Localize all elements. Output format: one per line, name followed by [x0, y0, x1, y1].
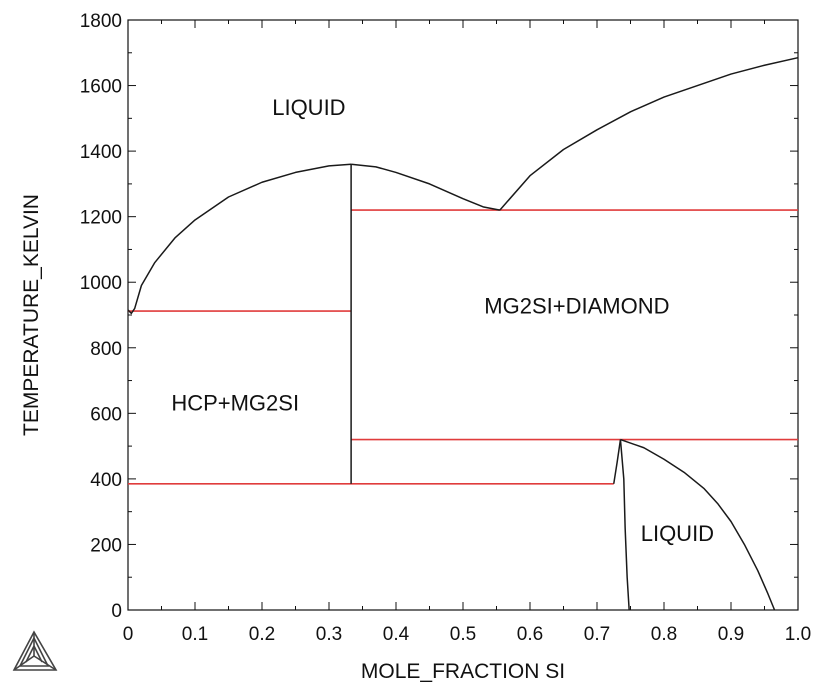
tie-lines: [128, 209, 798, 485]
phase-boundary-line: [499, 56, 799, 211]
phase-boundaries: [127, 56, 799, 611]
region-labels: LIQUID MG2SI+DIAMOND HCP+MG2SI LIQUID: [171, 95, 714, 546]
x-tick-label: 0.5: [450, 624, 476, 645]
x-axis-title: MOLE_FRACTION SI: [361, 660, 565, 683]
phase-boundary-line: [619, 439, 630, 611]
phase-boundary-line: [613, 439, 622, 484]
x-tick-label: 0.9: [718, 624, 744, 645]
region-label: MG2SI+DIAMOND: [484, 293, 669, 318]
region-label: LIQUID: [272, 95, 345, 120]
x-tick-label: 0.2: [249, 624, 275, 645]
region-label: HCP+MG2SI: [171, 391, 299, 416]
region-label: LIQUID: [641, 521, 714, 546]
phase-boundary-line: [620, 438, 776, 611]
y-tick-label: 1800: [80, 11, 122, 32]
y-tick-label: 800: [90, 339, 122, 360]
x-tick-label: 0.6: [517, 624, 543, 645]
y-tick-label: 1400: [80, 142, 122, 163]
x-tick-label: 0: [123, 624, 134, 645]
y-tick-label: 0: [111, 601, 122, 622]
tick-labels: 0 0.1 0.2 0.3 0.4 0.5 0.6 0.7 0.8 0.9 1.0 0 200 400 60…: [80, 11, 811, 645]
thermo-calc-triangle-icon: [12, 630, 58, 671]
phase-boundary-line: [351, 163, 500, 211]
x-tick-label: 0.4: [383, 624, 410, 645]
y-axis-title: TEMPERATURE_KELVIN: [20, 194, 43, 436]
y-tick-label: 600: [90, 404, 122, 425]
x-tick-label: 0.1: [182, 624, 208, 645]
y-tick-label: 1000: [80, 273, 122, 294]
x-tick-label: 0.7: [584, 624, 610, 645]
y-tick-label: 1600: [80, 77, 122, 98]
x-tick-label: 1.0: [785, 624, 811, 645]
y-tick-label: 200: [90, 535, 122, 556]
y-tick-label: 1200: [80, 208, 122, 229]
phase-boundary-line: [127, 163, 352, 315]
x-tick-label: 0.3: [316, 624, 342, 645]
y-tick-label: 400: [90, 470, 122, 491]
x-tick-label: 0.8: [651, 624, 677, 645]
tick-marks: [127, 19, 799, 611]
